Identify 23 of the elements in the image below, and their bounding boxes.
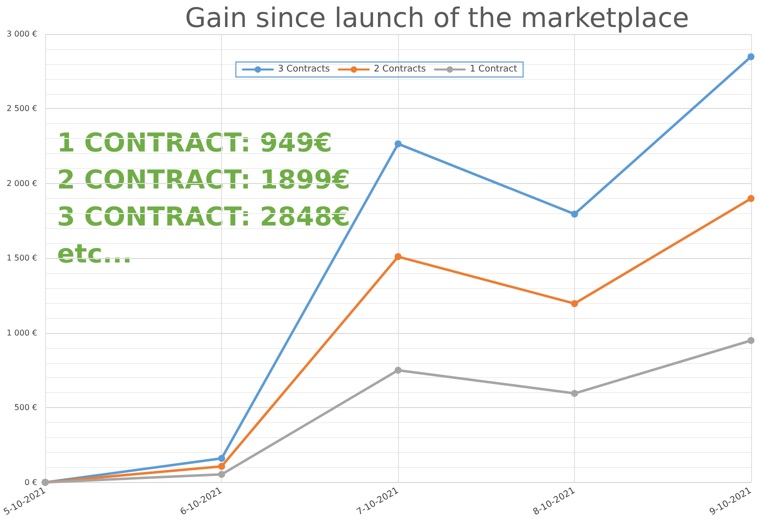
chart-title: Gain since launch of the marketplace <box>185 3 690 34</box>
point <box>218 462 226 470</box>
legend-label: 1 Contract <box>470 64 518 74</box>
point <box>748 337 754 344</box>
legend-label: 2 Contracts <box>374 64 426 74</box>
point <box>394 366 402 374</box>
y-tick-label: 2 000 € <box>6 178 38 188</box>
y-tick-label: 2 500 € <box>6 104 38 114</box>
point <box>394 253 402 260</box>
point <box>218 470 226 478</box>
y-tick-label: 1 500 € <box>6 254 38 263</box>
point <box>394 140 402 148</box>
y-tick-label: 500 € <box>14 403 38 412</box>
point <box>571 210 578 218</box>
point <box>748 195 754 202</box>
y-tick-label: 0 € <box>24 478 38 487</box>
point <box>571 300 578 308</box>
point <box>218 454 226 462</box>
point <box>571 390 578 397</box>
point <box>748 53 754 60</box>
legend-label: 3 Contracts <box>278 64 330 74</box>
y-tick-label: 3 000 € <box>6 30 38 38</box>
y-tick-label: 1 000 € <box>6 328 38 338</box>
